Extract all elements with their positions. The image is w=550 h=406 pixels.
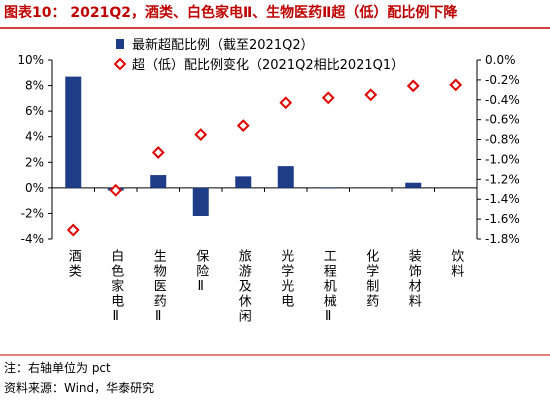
y-tick-label: 8% [25, 79, 44, 93]
x-tick-label: 酒类 [66, 249, 82, 279]
y-tick-label: 4% [25, 130, 44, 144]
x-tick-label: 旅游及休闲 [236, 249, 252, 324]
y2-tick-label: -0.8% [485, 133, 520, 147]
bar [405, 182, 422, 188]
x-tick-label: 保险Ⅱ [193, 249, 209, 296]
x-tick-label: 饮料 [448, 249, 464, 279]
y-tick-label: 2% [25, 155, 44, 169]
bar [235, 176, 252, 188]
y2-tick-label: -1.4% [485, 192, 520, 206]
bar [277, 166, 294, 188]
x-tick-label: 化学制药 [363, 249, 379, 309]
diamond-marker [236, 119, 250, 133]
legend-label: 最新超配比例（截至2021Q2） [132, 37, 314, 53]
y-tick-label: -4% [21, 232, 44, 246]
legend-label: 超（低）配比例变化（2021Q2相比2021Q1） [132, 57, 404, 73]
diamond-marker [151, 146, 165, 159]
y2-tick-label: -1.6% [485, 212, 520, 226]
diamond-marker [66, 223, 80, 237]
diamond-marker [449, 78, 463, 92]
legend-swatch [116, 39, 124, 49]
legend-swatch [113, 57, 127, 71]
bar [320, 187, 337, 189]
diamond-marker [279, 96, 293, 110]
y-tick-label: 6% [25, 104, 44, 118]
y-tick-label: -2% [21, 206, 44, 220]
y-tick-label: 0% [25, 181, 44, 195]
y2-tick-label: -1.8% [485, 232, 520, 246]
diamond-marker [321, 91, 335, 105]
diamond-marker [109, 183, 123, 197]
y-tick-label: 10% [17, 53, 44, 67]
y2-tick-label: -1.0% [485, 152, 520, 166]
y2-tick-label: -0.6% [485, 113, 520, 127]
bar [192, 187, 209, 216]
x-tick-label: 光学光电 [278, 249, 294, 309]
bar [65, 76, 82, 188]
source: 资料来源：Wind，华泰研究 [4, 380, 154, 395]
x-tick-label: 白色家电Ⅱ [108, 248, 124, 326]
y2-tick-label: -0.2% [485, 73, 520, 87]
diamond-marker [364, 88, 378, 102]
note: 注：右轴单位为 pct [4, 360, 111, 375]
y2-tick-label: 0.0% [485, 53, 516, 67]
y2-tick-label: -0.4% [485, 93, 520, 107]
bar [150, 175, 167, 188]
diamond-marker [406, 79, 420, 93]
y2-tick-label: -1.2% [485, 172, 520, 186]
x-tick-label: 工程机械Ⅱ [321, 249, 337, 326]
diamond-marker [194, 128, 208, 141]
x-tick-label: 装饰材料 [406, 249, 422, 309]
x-tick-label: 生物医药Ⅱ [151, 249, 167, 326]
chart-title: 图表10： 2021Q2，酒类、白色家电Ⅱ、生物医药Ⅱ超（低）配比例下降 [4, 4, 458, 21]
